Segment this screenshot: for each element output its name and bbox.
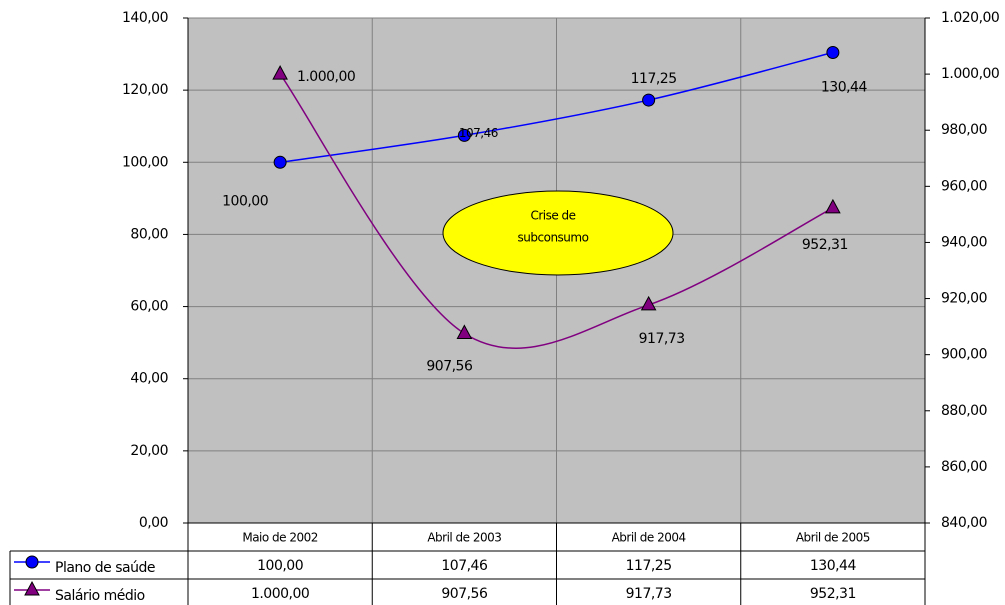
y2-tick-label: 900,00 [941,347,987,363]
y2-tick-label: 980,00 [941,122,987,138]
legend-marker [25,555,39,569]
table-cell: 130,44 [810,558,857,574]
annotation-ellipse [442,190,674,276]
data-point [457,128,471,142]
data-label: 1.000,00 [297,69,355,85]
data-point [273,155,287,169]
y2-tick-label: 860,00 [941,459,987,475]
y-tick-label: 0,00 [139,515,168,531]
y2-tick-label: 1.000,00 [941,66,999,82]
x-tick-label: Abril de 2003 [427,531,501,545]
table-cell: 100,00 [257,558,303,574]
legend-label: Plano de saúde [55,560,155,576]
table-cell: 117,25 [626,558,672,574]
data-label: 917,73 [639,331,685,347]
data-label: 907,56 [426,358,473,374]
data-label: 130,44 [821,79,868,95]
y-tick-label: 60,00 [130,299,168,315]
y2-tick-label: 1.020,00 [941,10,999,26]
data-point [272,65,288,80]
data-label: 952,31 [802,237,848,253]
y2-tick-label: 840,00 [941,515,987,531]
x-tick-label: Abril de 2004 [612,531,686,545]
data-point [826,45,840,59]
x-tick-label: Maio de 2002 [242,531,318,545]
y-tick-label: 20,00 [130,443,168,459]
y2-tick-label: 940,00 [941,234,987,250]
data-point [640,295,657,311]
y-tick-label: 80,00 [130,226,168,242]
y-tick-label: 120,00 [122,82,168,98]
y-tick-label: 140,00 [122,10,168,26]
y2-tick-label: 880,00 [941,403,987,419]
data-label: 117,25 [631,71,677,87]
y-tick-label: 100,00 [122,154,168,170]
series-line [280,51,834,164]
table-cell: 107,46 [441,558,488,574]
legend-label: Salário médio [55,588,145,604]
y2-tick-label: 960,00 [941,178,987,194]
y2-tick-label: 920,00 [941,291,987,307]
legend-marker [24,580,40,596]
x-tick-label: Abril de 2005 [796,531,870,545]
annotation-text: Crise de [530,209,575,223]
data-label: 100,00 [222,193,268,209]
data-point [825,198,841,214]
table-cell: 917,73 [626,586,672,602]
annotation-text: subconsumo [518,231,589,245]
series-line [279,73,834,350]
data-point [456,324,473,339]
table-cell: 952,31 [810,586,856,602]
y-tick-label: 40,00 [130,371,168,387]
table-cell: 907,56 [441,586,488,602]
table-cell: 1.000,00 [251,586,309,602]
data-point [642,93,656,107]
data-label: 107,46 [459,126,498,140]
